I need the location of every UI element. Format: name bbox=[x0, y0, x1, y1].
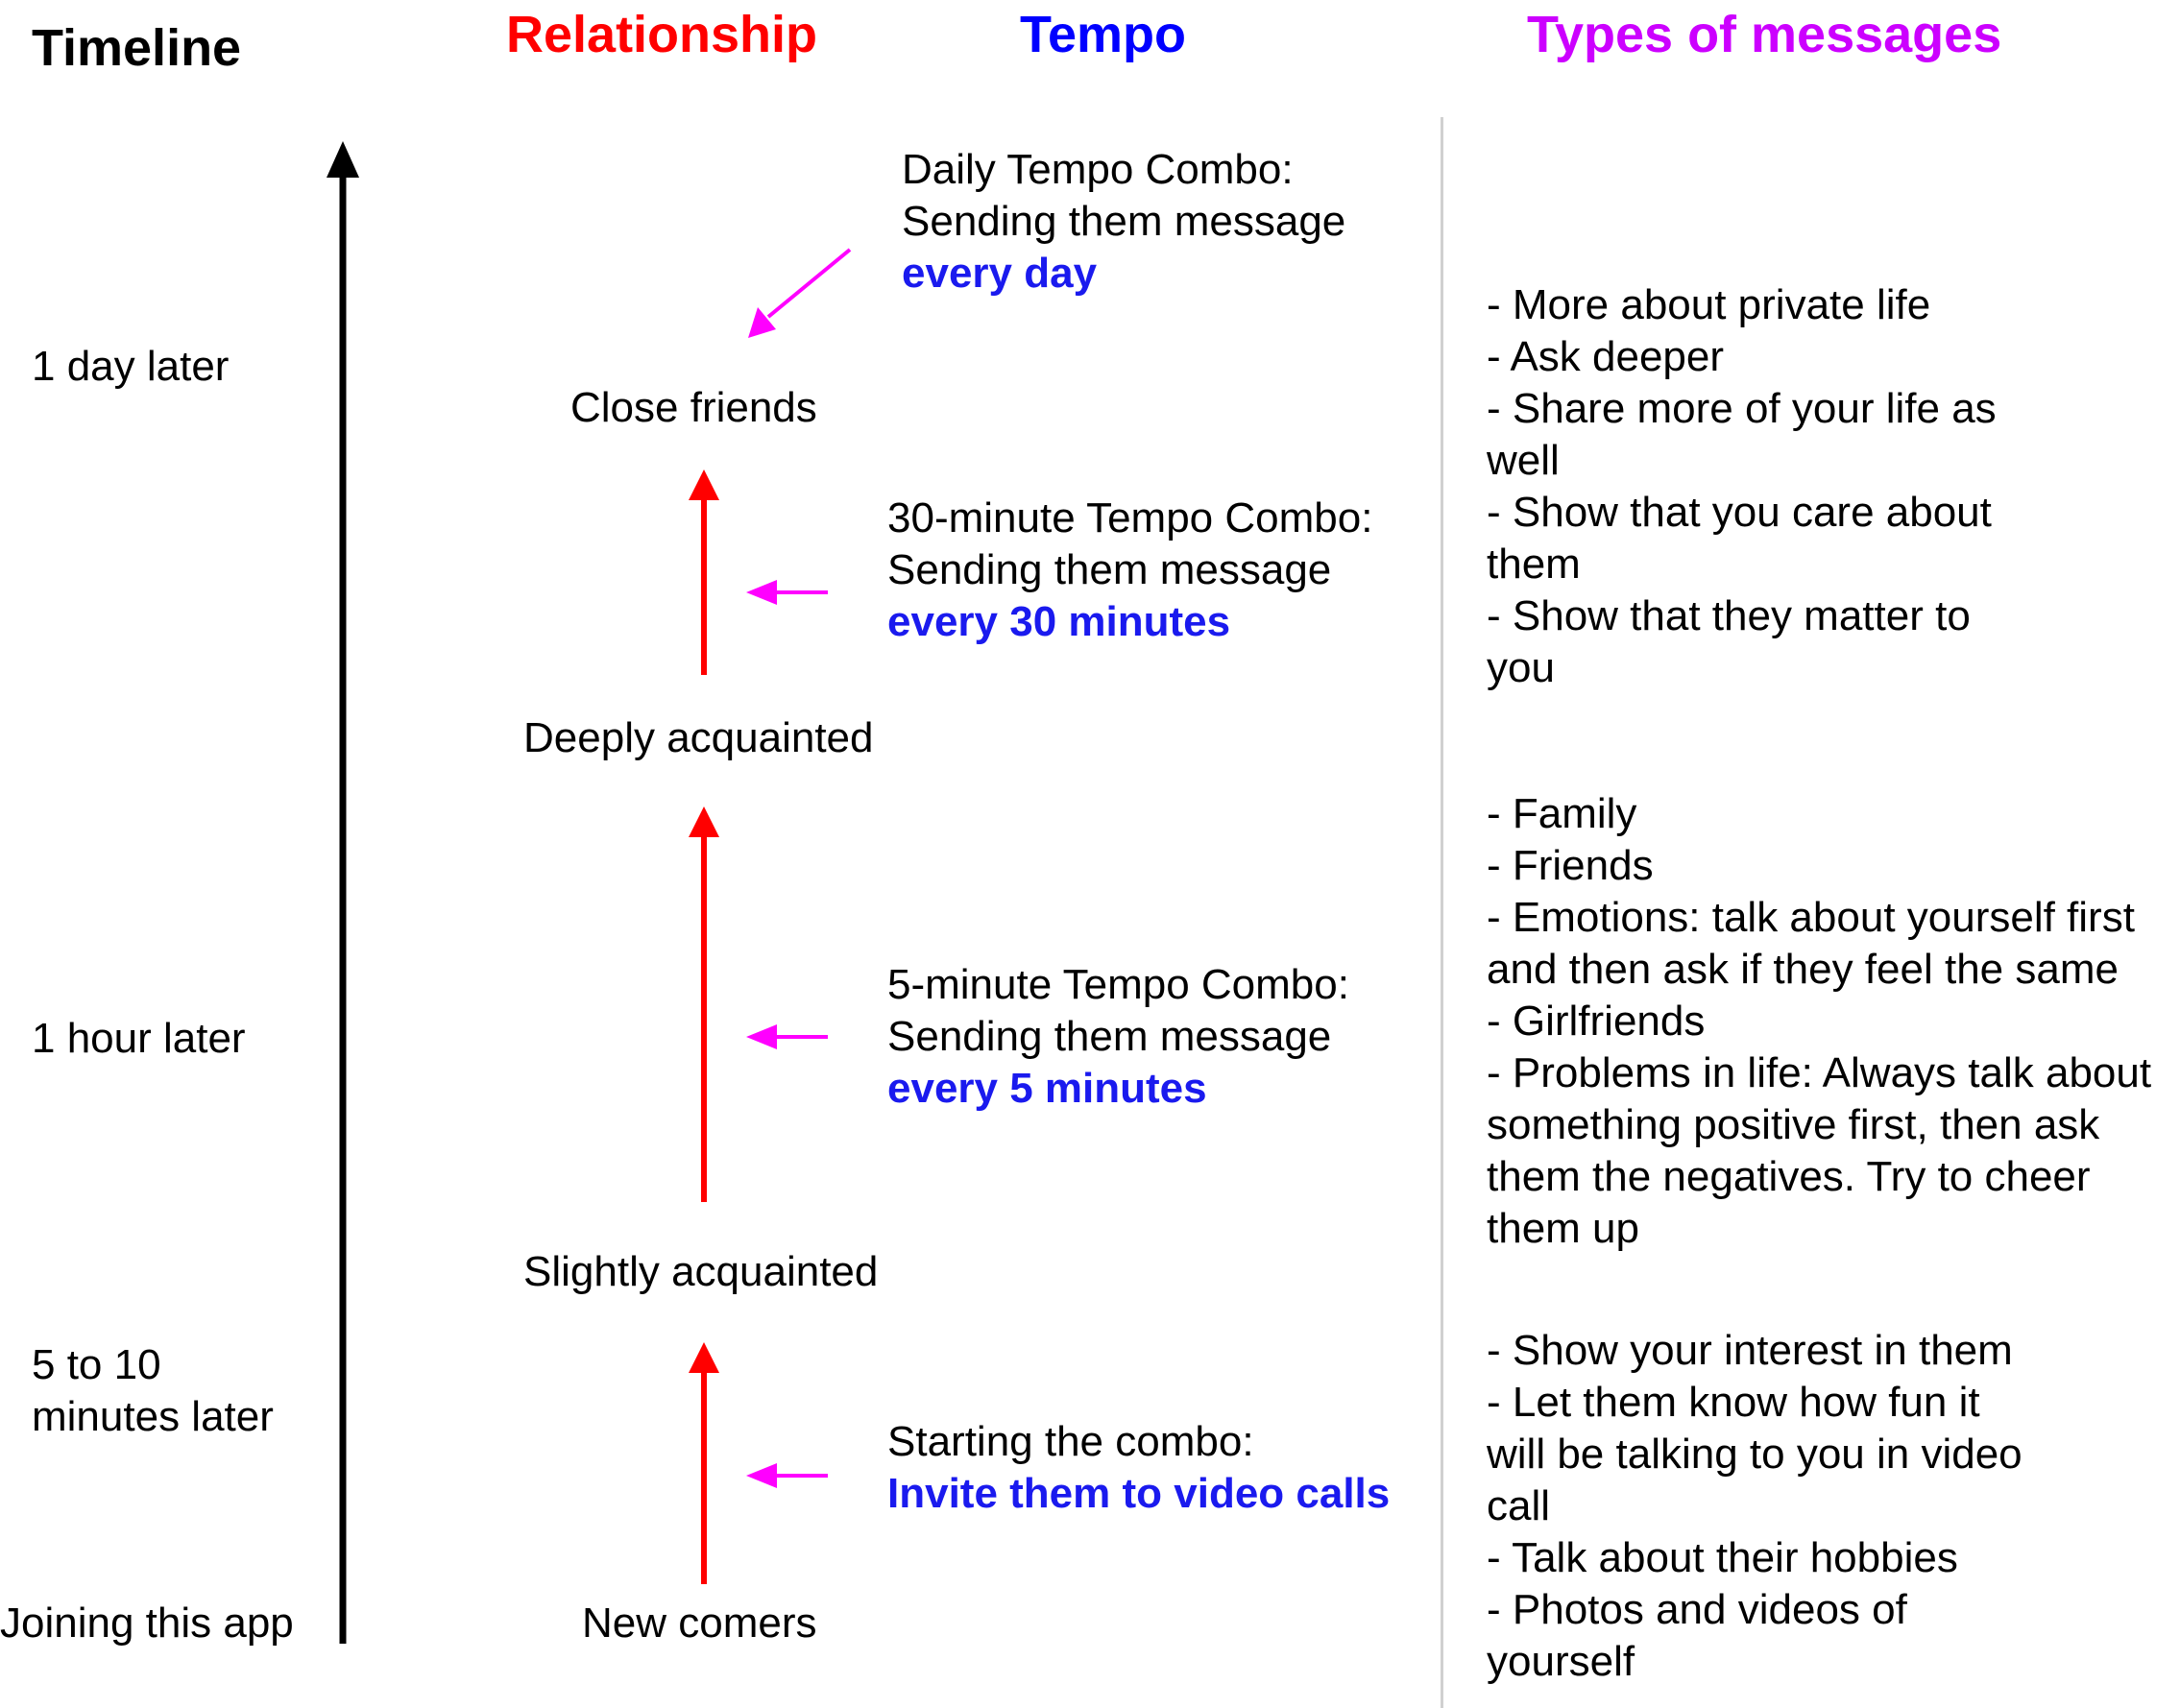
message-line: will be talking to you in video bbox=[1487, 1431, 2023, 1478]
tempo-header: Tempo bbox=[1020, 6, 1186, 63]
message-line: - Photos and videos of bbox=[1487, 1586, 1907, 1633]
tempo-five-title: 5-minute Tempo Combo: bbox=[887, 961, 1349, 1008]
timeline-axis-arrow bbox=[327, 141, 359, 1644]
tempo-thirty-highlight: every 30 minutes bbox=[887, 598, 1231, 645]
tempo-thirty-desc: Sending them message bbox=[887, 546, 1332, 593]
stage-new-comers: New comers bbox=[582, 1600, 817, 1647]
timeline-minutes-line1: 5 to 10 bbox=[32, 1341, 161, 1388]
tempo-daily-desc: Sending them message bbox=[902, 198, 1346, 245]
types-header: Types of messages bbox=[1527, 6, 2002, 63]
message-line: - Talk about their hobbies bbox=[1487, 1534, 1958, 1581]
message-line: - Girlfriends bbox=[1487, 998, 1706, 1045]
message-line: - Problems in life: Always talk about bbox=[1487, 1049, 2152, 1096]
message-line: - Let them know how fun it bbox=[1487, 1379, 1980, 1426]
progress-arrow-deep-to-close bbox=[689, 469, 719, 675]
message-line: - Emotions: talk about yourself first bbox=[1487, 894, 2135, 941]
pointer-arrow-start bbox=[746, 1463, 828, 1488]
message-line: them up bbox=[1487, 1205, 1639, 1252]
tempo-five-highlight: every 5 minutes bbox=[887, 1065, 1207, 1112]
tempo-five-desc: Sending them message bbox=[887, 1013, 1332, 1060]
message-line: - Ask deeper bbox=[1487, 333, 1725, 380]
messages-slightly-acquainted: - Show your interest in them - Let them … bbox=[1487, 1325, 2023, 1688]
message-line: - Share more of your life as bbox=[1487, 385, 1997, 432]
tempo-start-block: Starting the combo: Invite them to video… bbox=[887, 1416, 1390, 1520]
timeline-minutes-line2: minutes later bbox=[32, 1393, 274, 1440]
message-line: and then ask if they feel the same bbox=[1487, 946, 2119, 993]
tempo-daily-highlight: every day bbox=[902, 250, 1098, 297]
message-line: - Friends bbox=[1487, 842, 1654, 889]
message-line: - Show that they matter to bbox=[1487, 592, 1971, 639]
tempo-thirty-title: 30-minute Tempo Combo: bbox=[887, 494, 1373, 541]
timeline-hour-label: 1 hour later bbox=[32, 1015, 246, 1062]
message-line: - Show that you care about bbox=[1487, 489, 1992, 536]
tempo-thirty-block: 30-minute Tempo Combo: Sending them mess… bbox=[887, 493, 1372, 648]
message-line: them bbox=[1487, 541, 1581, 588]
stage-slightly-acquainted: Slightly acquainted bbox=[523, 1248, 879, 1295]
tempo-daily-title: Daily Tempo Combo: bbox=[902, 146, 1294, 193]
progress-arrow-slight-to-deep bbox=[689, 806, 719, 1202]
message-line: - Family bbox=[1487, 790, 1637, 837]
tempo-five-block: 5-minute Tempo Combo: Sending them messa… bbox=[887, 959, 1349, 1115]
message-line: - More about private life bbox=[1487, 281, 1931, 328]
pointer-arrow-five bbox=[746, 1024, 828, 1049]
messages-deeply-acquainted: - Family - Friends - Emotions: talk abou… bbox=[1487, 788, 2151, 1255]
timeline-day-label: 1 day later bbox=[32, 343, 230, 390]
message-line: yourself bbox=[1487, 1638, 1635, 1685]
timeline-minutes-label: 5 to 10 minutes later bbox=[32, 1339, 274, 1443]
tempo-start-highlight: Invite them to video calls bbox=[887, 1470, 1391, 1517]
message-line: you bbox=[1487, 644, 1555, 691]
pointer-arrow-daily bbox=[748, 248, 852, 338]
tempo-daily-block: Daily Tempo Combo: Sending them message … bbox=[902, 144, 1345, 300]
stage-deeply-acquainted: Deeply acquainted bbox=[523, 714, 874, 761]
timeline-join-label: Joining this app bbox=[0, 1600, 294, 1647]
message-line: something positive first, then ask bbox=[1487, 1101, 2100, 1148]
progress-arrow-new-to-slight bbox=[689, 1342, 719, 1584]
pointer-arrow-thirty bbox=[746, 580, 828, 605]
message-line: them the negatives. Try to cheer bbox=[1487, 1153, 2091, 1200]
timeline-header: Timeline bbox=[32, 19, 242, 77]
message-line: call bbox=[1487, 1482, 1551, 1529]
tempo-start-title: Starting the combo: bbox=[887, 1418, 1254, 1465]
relationship-header: Relationship bbox=[506, 6, 818, 63]
message-line: - Show your interest in them bbox=[1487, 1327, 2013, 1374]
messages-close-friends: - More about private life - Ask deeper -… bbox=[1487, 279, 1997, 694]
message-line: well bbox=[1487, 437, 1560, 484]
stage-close-friends: Close friends bbox=[570, 384, 817, 431]
column-divider bbox=[1441, 117, 1443, 1708]
